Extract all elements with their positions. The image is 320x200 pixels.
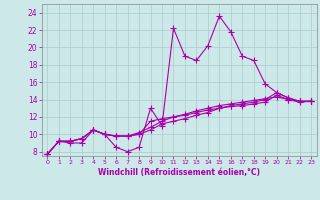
- X-axis label: Windchill (Refroidissement éolien,°C): Windchill (Refroidissement éolien,°C): [98, 168, 260, 177]
